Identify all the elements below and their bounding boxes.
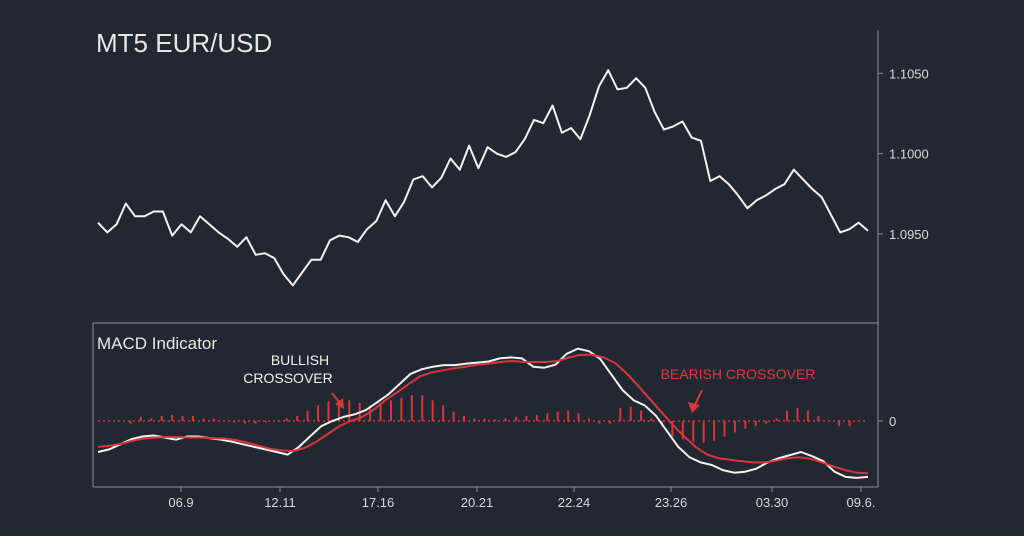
axes-layer [92, 30, 883, 492]
macd-line [97, 347, 869, 479]
x-tick-label: 03.30 [756, 495, 789, 510]
x-tick-label: 22.24 [558, 495, 591, 510]
price-y-tick-label: 1.1000 [889, 147, 929, 162]
price-y-tick-label: 1.1050 [889, 66, 929, 81]
price-y-tick-label: 1.0950 [889, 227, 929, 242]
x-tick-label: 12.11 [264, 495, 296, 510]
bullish-arrowhead-icon [335, 398, 344, 409]
text-layer: MT5 EUR/USD MACD Indicator BULLISH CROSS… [96, 28, 929, 510]
x-tick-label: 23.26 [655, 495, 688, 510]
price-line [97, 69, 869, 287]
histogram-layer [129, 395, 851, 443]
lines-layer [97, 69, 869, 479]
macd-panel-title: MACD Indicator [97, 334, 217, 353]
macd-y-tick-label: 0 [889, 414, 896, 429]
x-tick-label: 20.21 [461, 495, 494, 510]
bullish-crossover-label-line2: CROSSOVER [243, 370, 332, 386]
x-tick-label: 09.6. [847, 495, 876, 510]
annotation-arrows [331, 389, 703, 413]
bullish-crossover-label-line1: BULLISH [271, 352, 329, 368]
x-tick-label: 06.9 [168, 495, 193, 510]
bearish-crossover-label: BEARISH CROSSOVER [661, 366, 816, 382]
x-tick-label: 17.16 [362, 495, 395, 510]
signal-line [97, 353, 869, 475]
chart-title: MT5 EUR/USD [96, 28, 272, 58]
bearish-arrowhead-icon [688, 402, 700, 413]
